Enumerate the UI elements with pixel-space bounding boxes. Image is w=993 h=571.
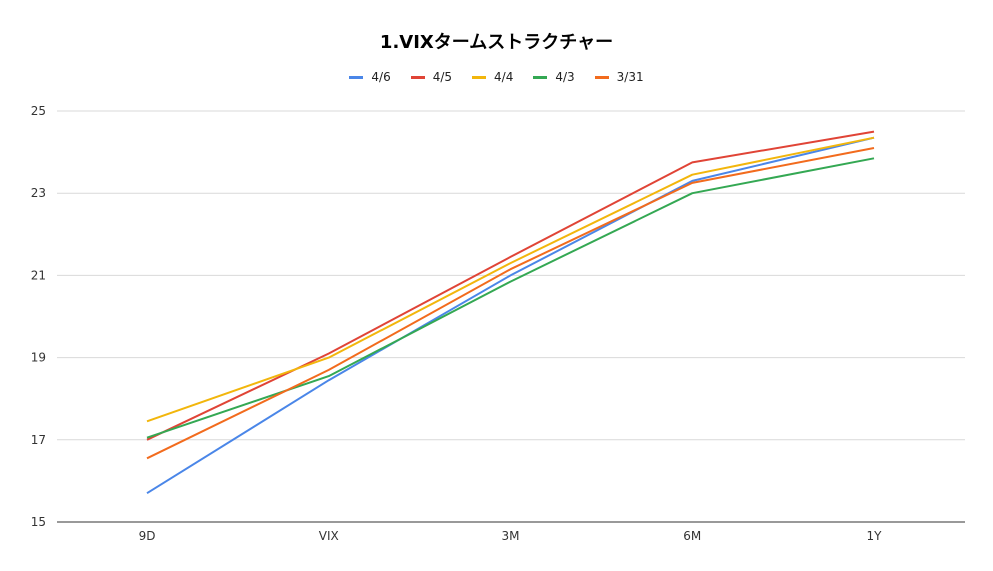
chart-title: 1.VIXタームストラクチャー — [379, 32, 614, 53]
y-tick-label: 21 — [31, 268, 46, 282]
legend: 4/6 4/5 4/4 4/3 3/31 — [0, 70, 993, 84]
x-tick-label: VIX — [319, 529, 339, 543]
x-tick-label: 1Y — [867, 529, 883, 543]
x-tick-label: 6M — [683, 529, 701, 543]
y-tick-label: 19 — [31, 351, 46, 365]
legend-item[interactable]: 4/4 — [472, 70, 513, 84]
legend-label: 4/5 — [432, 70, 453, 84]
legend-item[interactable]: 4/6 — [349, 70, 391, 84]
y-tick-label: 17 — [31, 433, 46, 447]
legend-swatch — [349, 75, 364, 79]
series-line-3-31[interactable] — [146, 147, 875, 460]
legend-label: 4/6 — [371, 70, 391, 84]
y-tick-label: 25 — [31, 104, 46, 118]
legend-label: 4/3 — [555, 70, 575, 84]
legend-swatch — [410, 75, 425, 79]
x-tick-label: 9D — [139, 529, 156, 543]
series-line-4-4[interactable] — [146, 136, 875, 423]
legend-label: 4/4 — [494, 70, 514, 84]
legend-swatch — [594, 75, 609, 79]
y-tick-label: 23 — [31, 186, 46, 200]
series-line-4-5[interactable] — [146, 130, 875, 441]
legend-item[interactable]: 4/5 — [410, 70, 453, 84]
series-line-4-6[interactable] — [146, 136, 875, 495]
legend-item[interactable]: 3/31 — [594, 70, 644, 84]
y-tick-label: 15 — [31, 515, 46, 529]
legend-label: 3/31 — [616, 70, 644, 84]
x-tick-label: 3M — [502, 529, 520, 543]
legend-item[interactable]: 4/3 — [533, 70, 575, 84]
legend-swatch — [533, 75, 548, 79]
series-line-4-3[interactable] — [146, 157, 875, 439]
legend-swatch — [472, 75, 487, 79]
